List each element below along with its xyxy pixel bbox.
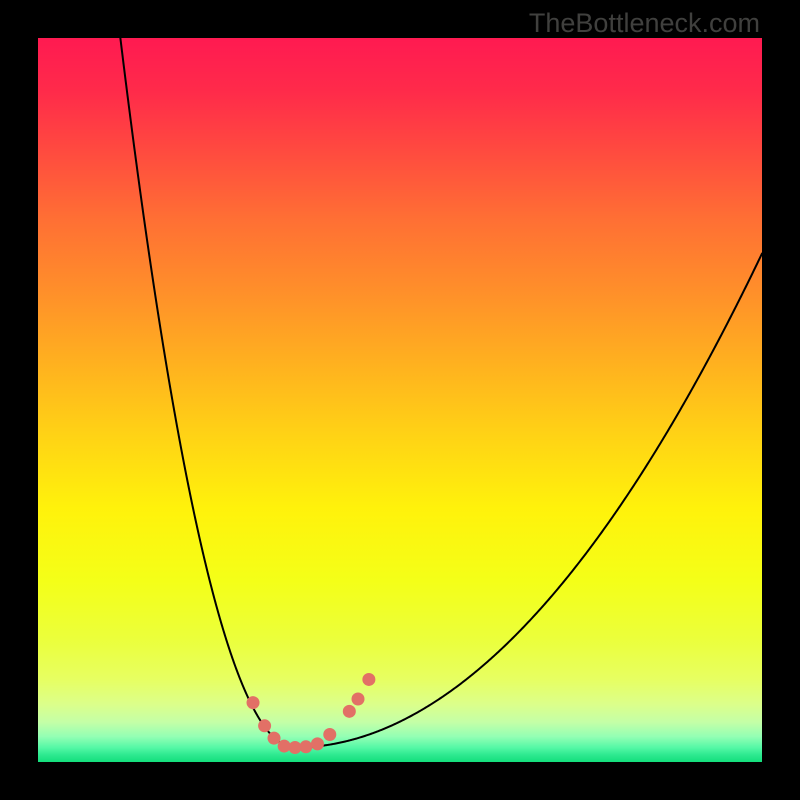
bottleneck-curve xyxy=(114,38,762,748)
marker-group xyxy=(247,673,376,754)
data-marker xyxy=(247,696,260,709)
data-marker xyxy=(268,732,281,745)
data-marker xyxy=(299,740,312,753)
data-marker xyxy=(311,737,324,750)
data-marker xyxy=(323,728,336,741)
data-marker xyxy=(258,719,271,732)
watermark-text: TheBottleneck.com xyxy=(529,8,760,39)
curve-layer xyxy=(38,38,762,762)
data-marker xyxy=(362,673,375,686)
data-marker xyxy=(352,693,365,706)
plot-area xyxy=(38,38,762,762)
chart-stage: TheBottleneck.com xyxy=(0,0,800,800)
data-marker xyxy=(343,705,356,718)
